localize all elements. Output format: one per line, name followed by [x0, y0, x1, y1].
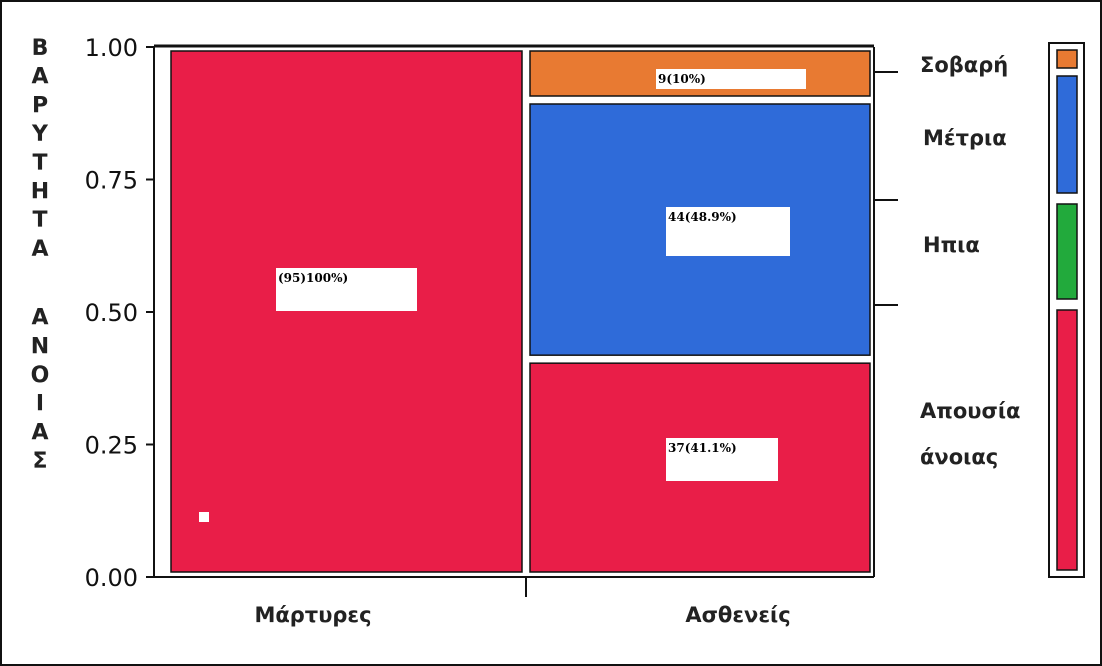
data-label: (95)100%) [278, 271, 348, 285]
legend-swatch [1056, 49, 1078, 69]
y-axis: 0.00 0.25 0.50 0.75 1.00 [85, 34, 898, 597]
legend-label: Απουσία [920, 399, 1020, 423]
y-axis-title-letter: Α [31, 306, 48, 331]
x-tick-label: Ασθενείς [685, 603, 790, 627]
legend-swatch [1056, 203, 1078, 300]
mosaic-cell [170, 50, 523, 573]
y-axis-title-letter: Ν [31, 334, 49, 359]
y-tick-label: 0.25 [85, 432, 138, 460]
y-tick-label: 0.50 [85, 299, 138, 327]
y-axis-title-letter: Α [31, 237, 48, 262]
data-label-box [276, 268, 417, 311]
y-axis-title-letter: Ι [36, 392, 44, 417]
x-tick-label: Μάρτυρες [254, 603, 371, 627]
legend-swatch [1056, 309, 1078, 571]
data-label-box [666, 438, 778, 481]
y-axis-title-letter: Η [31, 180, 49, 205]
plot-area: (95)100%) 37(41.1%) 44(48.9%) 9(10%) [170, 50, 871, 573]
y-tick-label: 0.75 [85, 167, 138, 195]
x-axis: Μάρτυρες Ασθενείς [254, 603, 790, 627]
y-axis-title-letter: Β [32, 36, 49, 61]
legend-label: Σοβαρή [920, 53, 1008, 77]
y-axis-title-letter: Ρ [32, 93, 48, 118]
y-axis-title-letter: Α [31, 65, 48, 90]
legend: Σοβαρή Μέτρια Ηπια Απουσία άνοιας [920, 42, 1085, 578]
y-axis-title-letter: Υ [31, 122, 49, 147]
data-label: 44(48.9%) [668, 210, 737, 224]
y-axis-title-letter: Τ [32, 208, 47, 233]
mosaic-cell [529, 103, 871, 356]
y-tick-label: 0.00 [85, 564, 138, 592]
y-axis-title-letter: Σ [32, 449, 47, 474]
y-tick-label: 1.00 [85, 34, 138, 62]
legend-label: Μέτρια [923, 126, 1007, 150]
y-axis-title-letter: Τ [32, 151, 47, 176]
legend-swatch [1056, 75, 1078, 194]
legend-label: άνοιας [920, 445, 998, 469]
y-axis-title-letter: Ο [31, 363, 50, 388]
data-label: 9(10%) [658, 72, 706, 86]
legend-label: Ηπια [923, 233, 980, 257]
data-label-box [656, 69, 806, 89]
data-label-box [666, 207, 790, 256]
y-axis-title-letter: Α [31, 420, 48, 445]
marker [199, 512, 209, 522]
data-label: 37(41.1%) [668, 441, 737, 455]
